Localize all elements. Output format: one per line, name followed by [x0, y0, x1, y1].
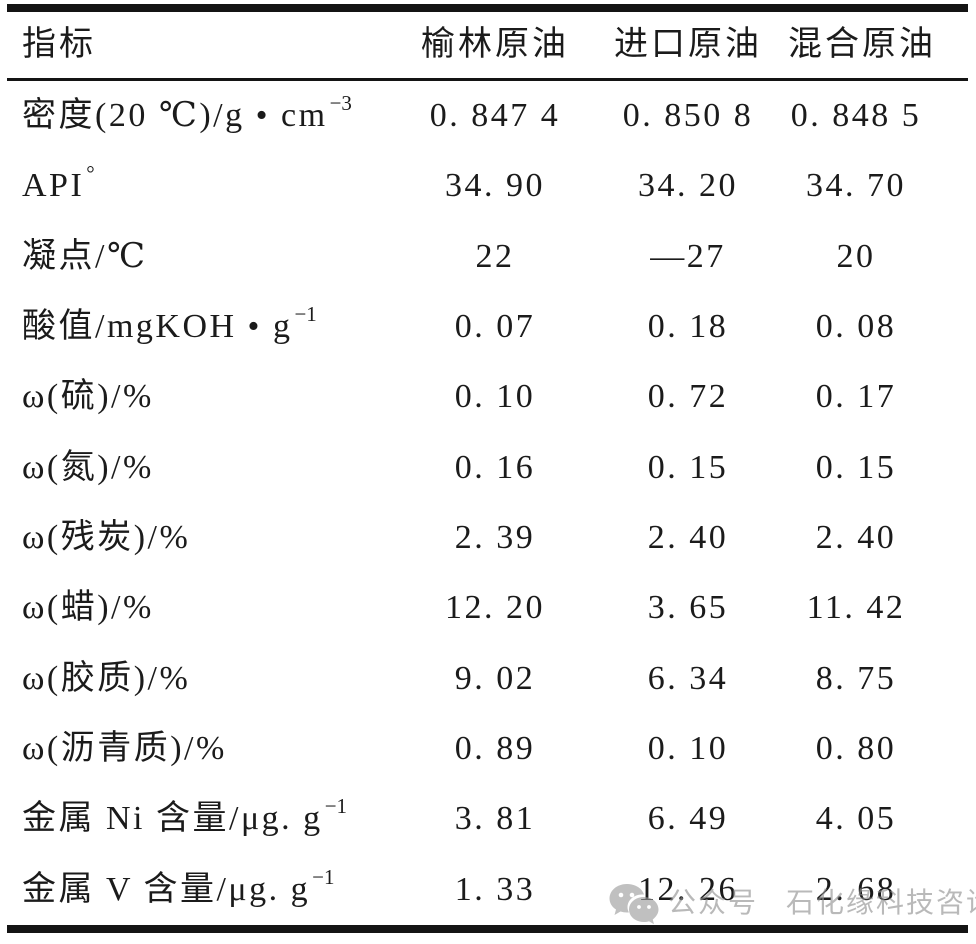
cell-value: 22 [475, 237, 515, 275]
table-row-asphaltene: ω(沥青质)/% 0. 89 0. 10 0. 80 [0, 714, 976, 784]
row-label: ω(氮)/% [0, 448, 402, 486]
table-body: 密度(20 ℃)/g • cm−3 0. 847 4 0. 850 8 0. 8… [0, 81, 976, 925]
row-label-superscript: ° [86, 161, 95, 186]
row-label-text: ω(胶质)/% [22, 659, 191, 697]
cell-value: 0. 08 [815, 308, 897, 346]
row-label-text: 酸值/mgKOH • g [22, 308, 293, 346]
table-row-sulfur: ω(硫)/% 0. 10 0. 72 0. 17 [0, 362, 976, 432]
row-label-text: ω(残炭)/% [22, 519, 191, 557]
cell-value: 0. 15 [647, 448, 729, 486]
column-header-indicator: 指标 [22, 26, 96, 63]
table-bottom-rule [7, 925, 968, 933]
cell-value: 2. 40 [815, 519, 897, 557]
row-label-text: ω(硫)/% [22, 378, 154, 416]
cell-value: 6. 34 [647, 659, 729, 697]
table-row-density: 密度(20 ℃)/g • cm−3 0. 847 4 0. 850 8 0. 8… [0, 81, 976, 151]
cell-value: 2. 68 [815, 870, 897, 908]
cell-value: 0. 89 [454, 730, 536, 768]
cell-value: 34. 20 [638, 167, 738, 205]
cell-value: 0. 18 [647, 308, 729, 346]
cell-value: 0. 17 [815, 378, 897, 416]
cell-value: 34. 90 [445, 167, 545, 205]
cell-value: 2. 40 [647, 519, 729, 557]
cell-value: 0. 16 [454, 448, 536, 486]
row-label-superscript: −3 [329, 90, 352, 115]
table-top-rule [7, 4, 968, 12]
table-row-api: API° 34. 90 34. 20 34. 70 [0, 151, 976, 221]
cell-value: 2. 39 [454, 519, 536, 557]
table-row-vanadium: 金属 V 含量/μg. g−1 1. 33 12. 26 2. 68 [0, 855, 976, 925]
table-row-carbon-residue: ω(残炭)/% 2. 39 2. 40 2. 40 [0, 503, 976, 573]
cell-value: 20 [836, 237, 876, 275]
cell-value: 0. 80 [815, 730, 897, 768]
row-label-text: ω(蜡)/% [22, 589, 154, 627]
table-row-acid-number: 酸值/mgKOH • g−1 0. 07 0. 18 0. 08 [0, 292, 976, 362]
row-label: 密度(20 ℃)/g • cm−3 [0, 92, 402, 135]
cell-value: 8. 75 [815, 659, 897, 697]
cell-value: 34. 70 [806, 167, 906, 205]
row-label: 凝点/℃ [0, 237, 402, 275]
row-label: 酸值/mgKOH • g−1 [0, 303, 402, 346]
cell-value: —27 [650, 237, 726, 275]
row-label-text: ω(沥青质)/% [22, 730, 227, 768]
header-divider-rule [7, 78, 968, 81]
cell-value: 3. 81 [454, 800, 536, 838]
cell-value: 0. 15 [815, 448, 897, 486]
column-header-blended-crude: 混合原油 [788, 26, 936, 63]
cell-value: 0. 07 [454, 308, 536, 346]
row-label: 金属 V 含量/μg. g−1 [0, 866, 402, 908]
column-header-imported-crude: 进口原油 [614, 26, 762, 63]
row-label: ω(硫)/% [0, 380, 402, 414]
cell-value: 9. 02 [454, 659, 536, 697]
row-label-text: 金属 Ni 含量/μg. g [22, 800, 323, 838]
table-header-row: 指标 榆林原油 进口原油 混合原油 [0, 12, 976, 78]
row-label-text: API [22, 167, 85, 205]
cell-value: 0. 847 4 [429, 97, 561, 135]
table-row-nitrogen: ω(氮)/% 0. 16 0. 15 0. 15 [0, 433, 976, 503]
cell-value: 0. 10 [647, 730, 729, 768]
table-row-resin: ω(胶质)/% 9. 02 6. 34 8. 75 [0, 644, 976, 714]
cell-value: 1. 33 [454, 870, 536, 908]
column-header-yulin-crude: 榆林原油 [421, 26, 569, 63]
row-label: 金属 Ni 含量/μg. g−1 [0, 796, 402, 838]
row-label-text: 凝点/℃ [22, 237, 148, 275]
row-label: ω(沥青质)/% [0, 732, 402, 766]
cell-value: 0. 72 [647, 378, 729, 416]
cell-value: 0. 850 8 [622, 97, 754, 135]
cell-value: 4. 05 [815, 800, 897, 838]
cell-value: 0. 848 5 [790, 97, 922, 135]
row-label: ω(蜡)/% [0, 591, 402, 625]
cell-value: 12. 26 [638, 870, 738, 908]
cell-value: 11. 42 [806, 589, 906, 627]
cell-value: 0. 10 [454, 378, 536, 416]
row-label: ω(胶质)/% [0, 659, 402, 697]
cell-value: 3. 65 [647, 589, 729, 627]
row-label-text: ω(氮)/% [22, 448, 154, 486]
row-label: API° [0, 163, 402, 205]
table-row-nickel: 金属 Ni 含量/μg. g−1 3. 81 6. 49 4. 05 [0, 784, 976, 854]
row-label-superscript: −1 [324, 794, 348, 819]
row-label-superscript: −1 [312, 864, 335, 889]
cell-value: 6. 49 [647, 800, 729, 838]
row-label-superscript: −1 [294, 301, 317, 326]
row-label-text: 金属 V 含量/μg. g [22, 870, 311, 908]
row-label-text: 密度(20 ℃)/g • cm [22, 97, 328, 135]
row-label: ω(残炭)/% [0, 521, 402, 555]
cell-value: 12. 20 [445, 589, 545, 627]
table-row-wax: ω(蜡)/% 12. 20 3. 65 11. 42 [0, 573, 976, 643]
table-row-pour-point: 凝点/℃ 22 —27 20 [0, 222, 976, 292]
